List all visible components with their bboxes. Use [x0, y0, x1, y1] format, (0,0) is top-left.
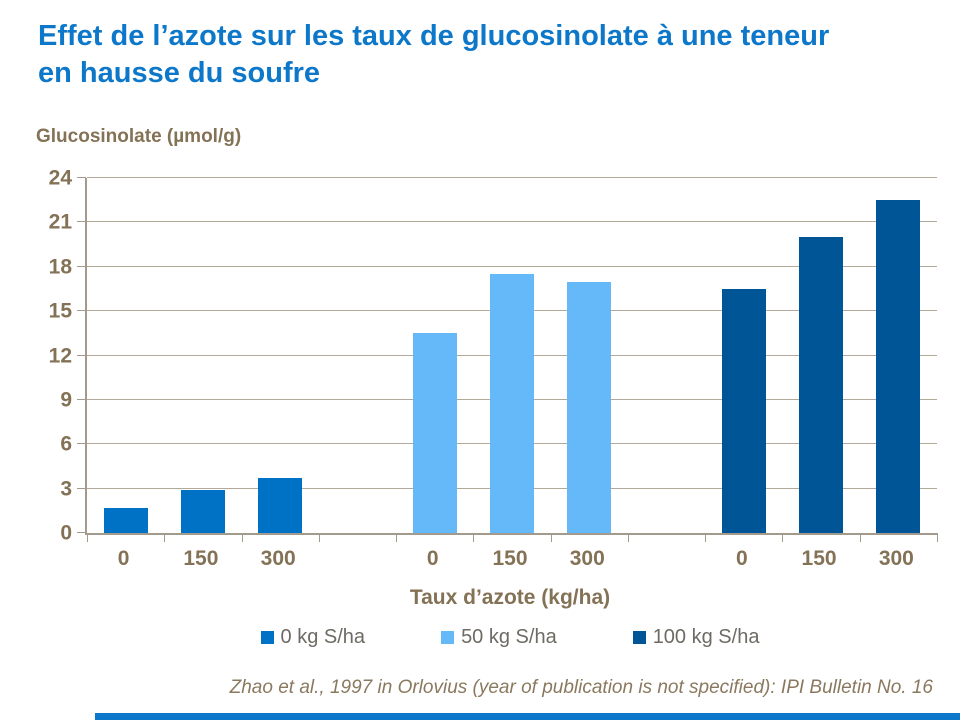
x-tick-mark — [782, 533, 784, 542]
legend-swatch — [441, 631, 455, 644]
x-category-label: 300 — [878, 547, 914, 570]
chart-legend: 0 kg S/ha 50 kg S/ha 100 kg S/ha — [85, 626, 935, 649]
y-tick-label: 12 — [48, 344, 72, 367]
bar-50-kg-S-ha-N150 — [490, 274, 534, 533]
legend-item: 100 kg S/ha — [632, 626, 760, 649]
y-tick-mark — [77, 443, 86, 445]
x-tick-mark — [164, 533, 166, 542]
y-tick-label: 18 — [48, 255, 72, 279]
bar-100-kg-S-ha-N300 — [876, 200, 921, 533]
bar-0-kg-S-ha-N150 — [180, 490, 225, 533]
gridline — [87, 221, 937, 223]
legend-swatch — [632, 631, 646, 644]
y-tick-mark — [77, 221, 86, 223]
x-axis-title: Taux d’azote (kg/ha) — [409, 586, 611, 609]
y-tick-label: 15 — [48, 299, 72, 323]
bar-100-kg-S-ha-N0 — [721, 288, 766, 533]
legend-item: 50 kg S/ha — [441, 626, 557, 649]
legend-swatch — [260, 631, 274, 644]
x-category-label: 0 — [735, 547, 748, 570]
y-tick-mark — [77, 177, 86, 178]
y-axis-tick-labels: 0 3 6 9 12 15 18 21 24 — [0, 168, 72, 544]
plot-area — [77, 177, 938, 542]
x-axis-category-labels: 0 150 300 0 150 300 0 150 300 — [85, 547, 935, 573]
y-tick-mark — [77, 354, 86, 356]
y-axis-title: Glucosinolate (µmol/g) — [36, 126, 242, 147]
legend-label: 0 kg S/ha — [280, 626, 366, 648]
y-tick-label: 9 — [60, 388, 72, 412]
slide-title: Effet de l’azote sur les taux de glucosi… — [38, 20, 830, 90]
bar-0-kg-S-ha-N300 — [258, 478, 303, 533]
source-citation: Zhao et al., 1997 in Orlovius (year of p… — [229, 677, 933, 698]
x-tick-mark — [627, 533, 629, 542]
x-tick-mark — [473, 533, 475, 542]
y-tick-mark — [77, 265, 86, 267]
y-tick-label: 0 — [60, 521, 72, 545]
x-tick-mark — [705, 533, 707, 542]
x-tick-mark — [859, 533, 861, 542]
y-tick-label: 6 — [60, 432, 72, 456]
bar-100-kg-S-ha-N150 — [799, 237, 844, 533]
footer-accent-bar — [95, 713, 960, 720]
x-category-label: 300 — [260, 547, 296, 570]
y-tick-mark — [77, 532, 86, 533]
legend-item: 0 kg S/ha — [260, 626, 366, 649]
legend-label: 50 kg S/ha — [461, 626, 557, 648]
gridline — [87, 265, 937, 267]
x-category-label: 150 — [801, 547, 837, 570]
x-tick-mark — [241, 533, 243, 542]
x-tick-mark — [937, 533, 938, 542]
bar-50-kg-S-ha-N0 — [412, 333, 457, 533]
bar-50-kg-S-ha-N300 — [567, 281, 612, 533]
y-tick-label: 24 — [48, 166, 72, 190]
bar-0-kg-S-ha-N0 — [103, 507, 148, 533]
gridline — [87, 177, 937, 178]
y-tick-mark — [77, 398, 86, 400]
x-tick-mark — [87, 533, 88, 542]
y-tick-label: 3 — [60, 477, 72, 501]
x-category-label: 0 — [426, 547, 439, 570]
x-category-label: 300 — [569, 547, 605, 570]
x-category-label: 150 — [492, 547, 528, 570]
x-tick-mark — [318, 533, 320, 542]
x-tick-mark — [396, 533, 398, 542]
x-category-label: 0 — [117, 547, 130, 570]
legend-label: 100 kg S/ha — [652, 626, 760, 648]
y-tick-label: 21 — [48, 210, 72, 234]
x-tick-mark — [550, 533, 552, 542]
y-tick-mark — [77, 310, 86, 312]
y-tick-mark — [77, 487, 86, 489]
x-category-label: 150 — [183, 547, 219, 570]
